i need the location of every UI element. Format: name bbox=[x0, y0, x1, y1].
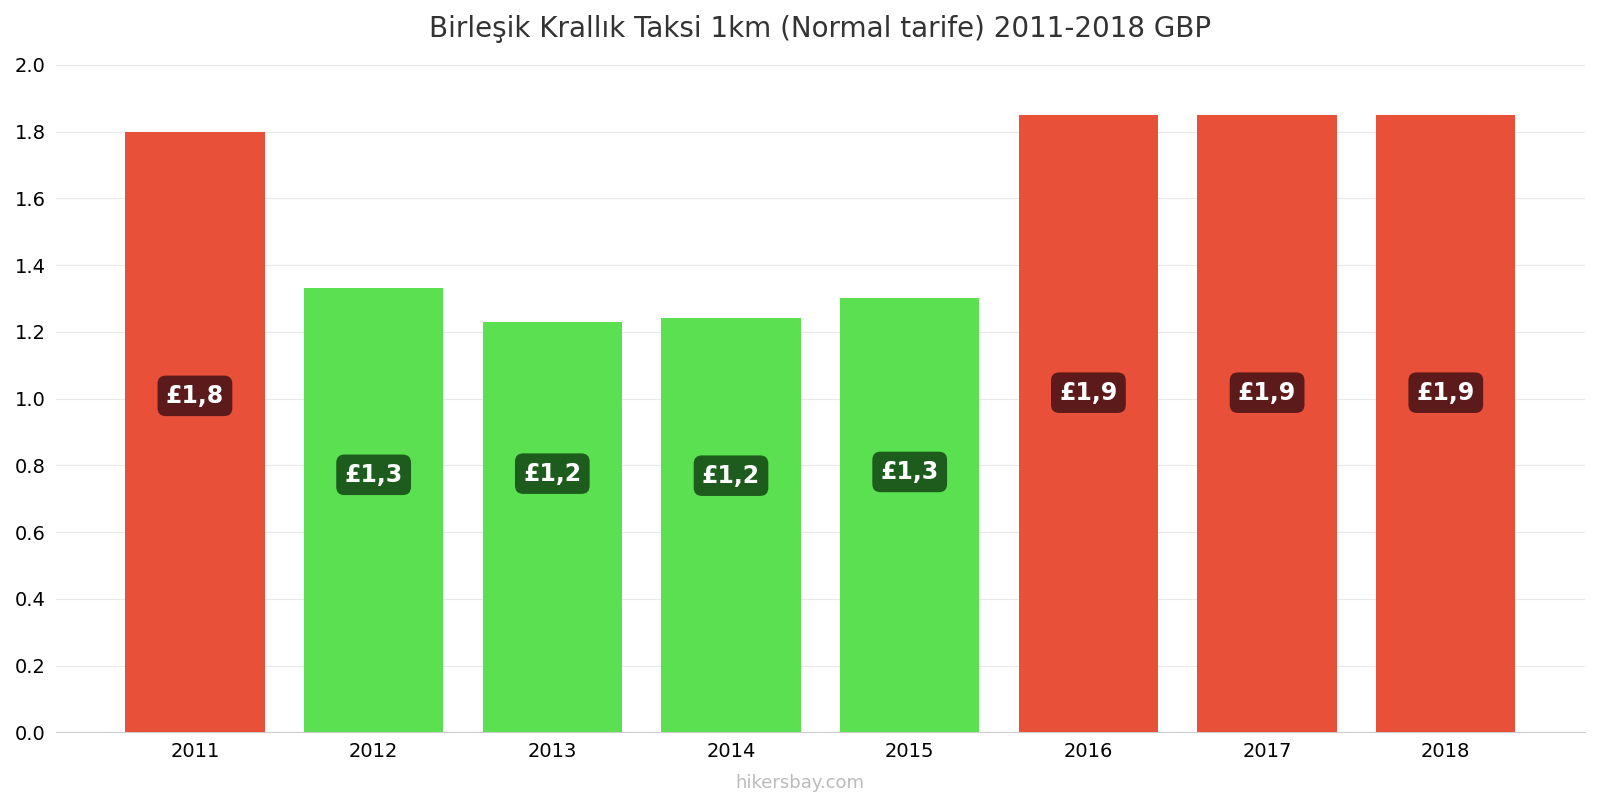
Text: £1,9: £1,9 bbox=[1416, 381, 1475, 405]
Text: £1,3: £1,3 bbox=[880, 460, 939, 484]
Text: £1,8: £1,8 bbox=[166, 384, 224, 408]
Bar bbox=[304, 288, 443, 732]
Bar bbox=[483, 322, 622, 732]
Bar bbox=[1376, 115, 1515, 732]
Text: £1,2: £1,2 bbox=[702, 464, 760, 488]
Bar bbox=[1019, 115, 1158, 732]
Title: Birleşik Krallık Taksi 1km (Normal tarife) 2011-2018 GBP: Birleşik Krallık Taksi 1km (Normal tarif… bbox=[429, 15, 1211, 43]
Bar bbox=[661, 318, 800, 732]
Bar bbox=[1197, 115, 1336, 732]
Bar bbox=[125, 131, 264, 732]
Text: £1,9: £1,9 bbox=[1059, 381, 1117, 405]
Text: £1,2: £1,2 bbox=[523, 462, 581, 486]
Text: £1,9: £1,9 bbox=[1238, 381, 1296, 405]
Text: hikersbay.com: hikersbay.com bbox=[736, 774, 864, 792]
Bar bbox=[840, 298, 979, 732]
Text: £1,3: £1,3 bbox=[344, 463, 403, 487]
